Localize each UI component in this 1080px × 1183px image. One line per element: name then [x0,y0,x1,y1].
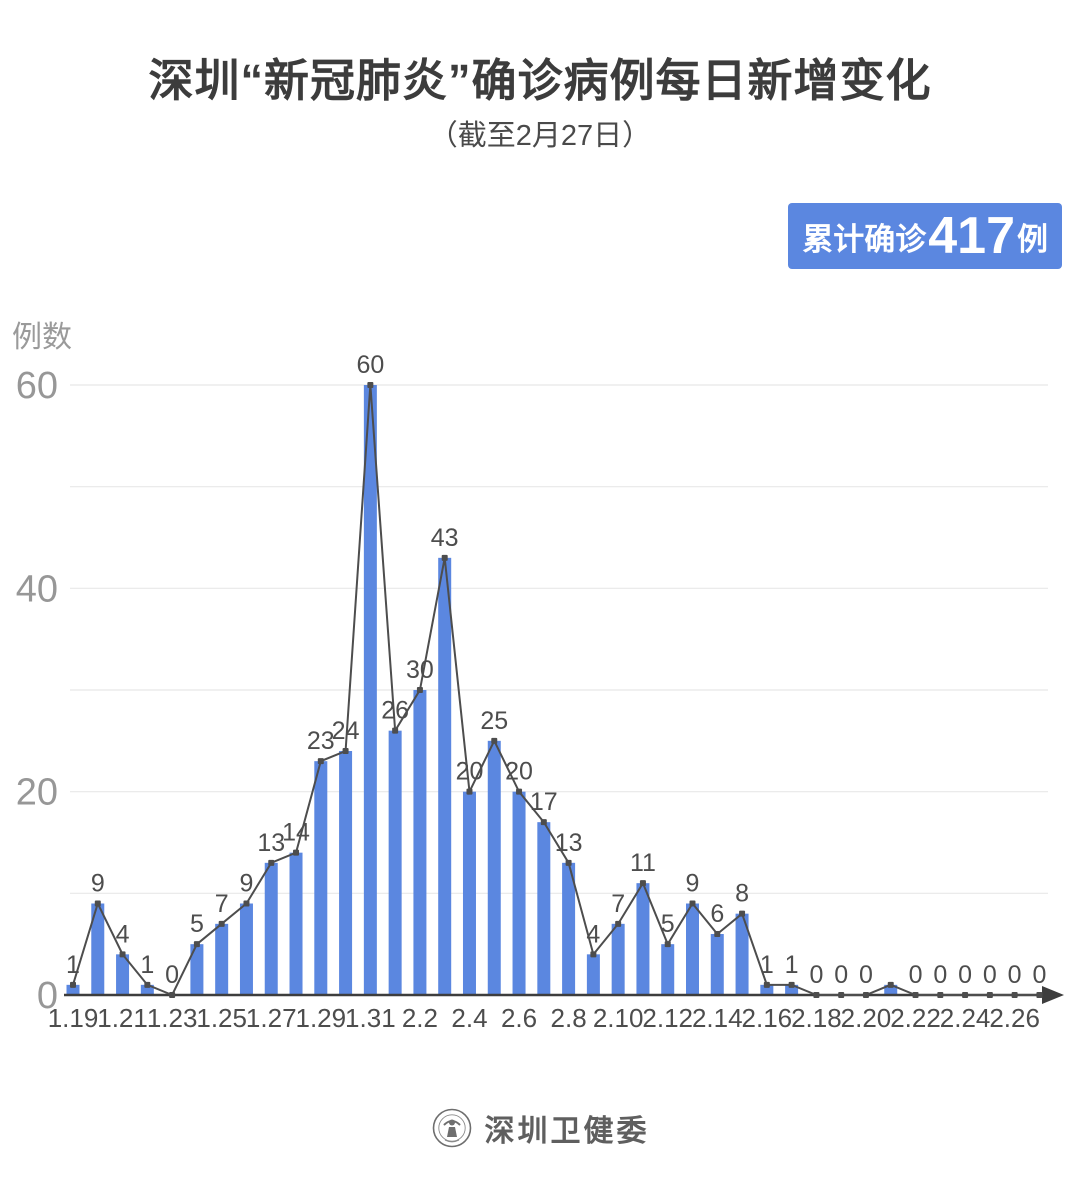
svg-text:9: 9 [91,869,105,897]
svg-text:1: 1 [785,951,799,979]
svg-text:2.14: 2.14 [692,1003,743,1033]
health-commission-seal-icon [432,1108,471,1148]
svg-text:1.25: 1.25 [196,1003,247,1033]
y-axis-title: 例数 [12,321,72,354]
svg-text:9: 9 [240,869,254,897]
svg-text:2.4: 2.4 [451,1003,487,1033]
svg-text:2.24: 2.24 [940,1003,991,1033]
svg-text:4: 4 [586,920,600,948]
svg-text:1.23: 1.23 [147,1003,198,1033]
svg-text:2.2: 2.2 [402,1003,438,1033]
svg-text:1.27: 1.27 [246,1003,297,1033]
svg-text:0: 0 [834,961,848,989]
svg-text:2.10: 2.10 [593,1003,644,1033]
svg-text:0: 0 [1032,961,1046,989]
svg-text:0: 0 [933,961,947,989]
svg-text:5: 5 [190,910,204,938]
svg-text:43: 43 [431,524,459,552]
svg-text:23: 23 [307,727,335,755]
svg-text:30: 30 [406,656,434,684]
svg-text:9: 9 [686,869,700,897]
badge-suffix-label: 例 [1017,221,1048,257]
svg-text:60: 60 [356,351,384,379]
svg-text:5: 5 [661,910,675,938]
svg-text:2.20: 2.20 [841,1003,892,1033]
svg-text:1.19: 1.19 [48,1003,99,1033]
svg-text:13: 13 [555,829,583,857]
svg-text:2.22: 2.22 [890,1003,941,1033]
svg-text:1.21: 1.21 [97,1003,148,1033]
svg-text:0: 0 [37,975,58,1017]
x-axis-arrow [1042,986,1064,1004]
svg-text:24: 24 [332,717,360,745]
svg-text:1: 1 [66,951,80,979]
svg-text:8: 8 [735,880,749,908]
svg-text:1: 1 [760,951,774,979]
page-title: 深圳“新冠肺炎”确诊病例每日新增变化 [148,55,932,106]
svg-text:2.16: 2.16 [742,1003,793,1033]
svg-text:2.26: 2.26 [989,1003,1040,1033]
grid-lines [70,384,1048,894]
svg-text:26: 26 [381,697,409,725]
footer: 深圳卫健委 [0,1106,1080,1150]
svg-text:7: 7 [611,890,625,918]
data-point-markers [70,381,1043,998]
svg-text:2.12: 2.12 [642,1003,693,1033]
svg-text:4: 4 [116,920,130,948]
badge-total-value: 417 [928,207,1015,265]
svg-text:0: 0 [1008,961,1022,989]
svg-text:1.29: 1.29 [295,1003,346,1033]
svg-text:20: 20 [505,758,533,786]
svg-text:0: 0 [165,961,179,989]
svg-text:1.31: 1.31 [345,1003,396,1033]
footer-org-name: 深圳卫健委 [484,1115,650,1148]
svg-text:7: 7 [215,890,229,918]
bars [66,384,898,995]
page-subtitle: （截至2月27日） [428,120,652,152]
svg-text:20: 20 [16,772,58,814]
svg-text:0: 0 [859,961,873,989]
svg-text:2.6: 2.6 [501,1003,537,1033]
svg-text:13: 13 [257,829,285,857]
svg-text:20: 20 [456,758,484,786]
svg-text:0: 0 [983,961,997,989]
x-axis-tick-labels: 1.191.211.231.251.271.291.31 2.2 2.4 2.6 2.8… [48,1003,1040,1033]
svg-text:25: 25 [480,707,508,735]
svg-text:14: 14 [282,819,310,847]
svg-text:1: 1 [140,951,154,979]
svg-text:2.18: 2.18 [791,1003,842,1033]
svg-text:0: 0 [909,961,923,989]
svg-text:60: 60 [16,365,58,407]
trend-line [72,384,1040,997]
svg-text:6: 6 [710,900,724,928]
svg-text:17: 17 [530,788,558,816]
svg-text:11: 11 [630,849,656,877]
svg-text:40: 40 [16,568,58,610]
svg-text:0: 0 [958,961,972,989]
cumulative-total-badge: 累计确诊 417 例 [788,203,1062,269]
badge-prefix-label: 累计确诊 [802,221,927,257]
svg-text:2.8: 2.8 [551,1003,587,1033]
y-axis-tick-labels: 0 20 40 60 [16,365,58,1017]
svg-text:0: 0 [809,961,823,989]
